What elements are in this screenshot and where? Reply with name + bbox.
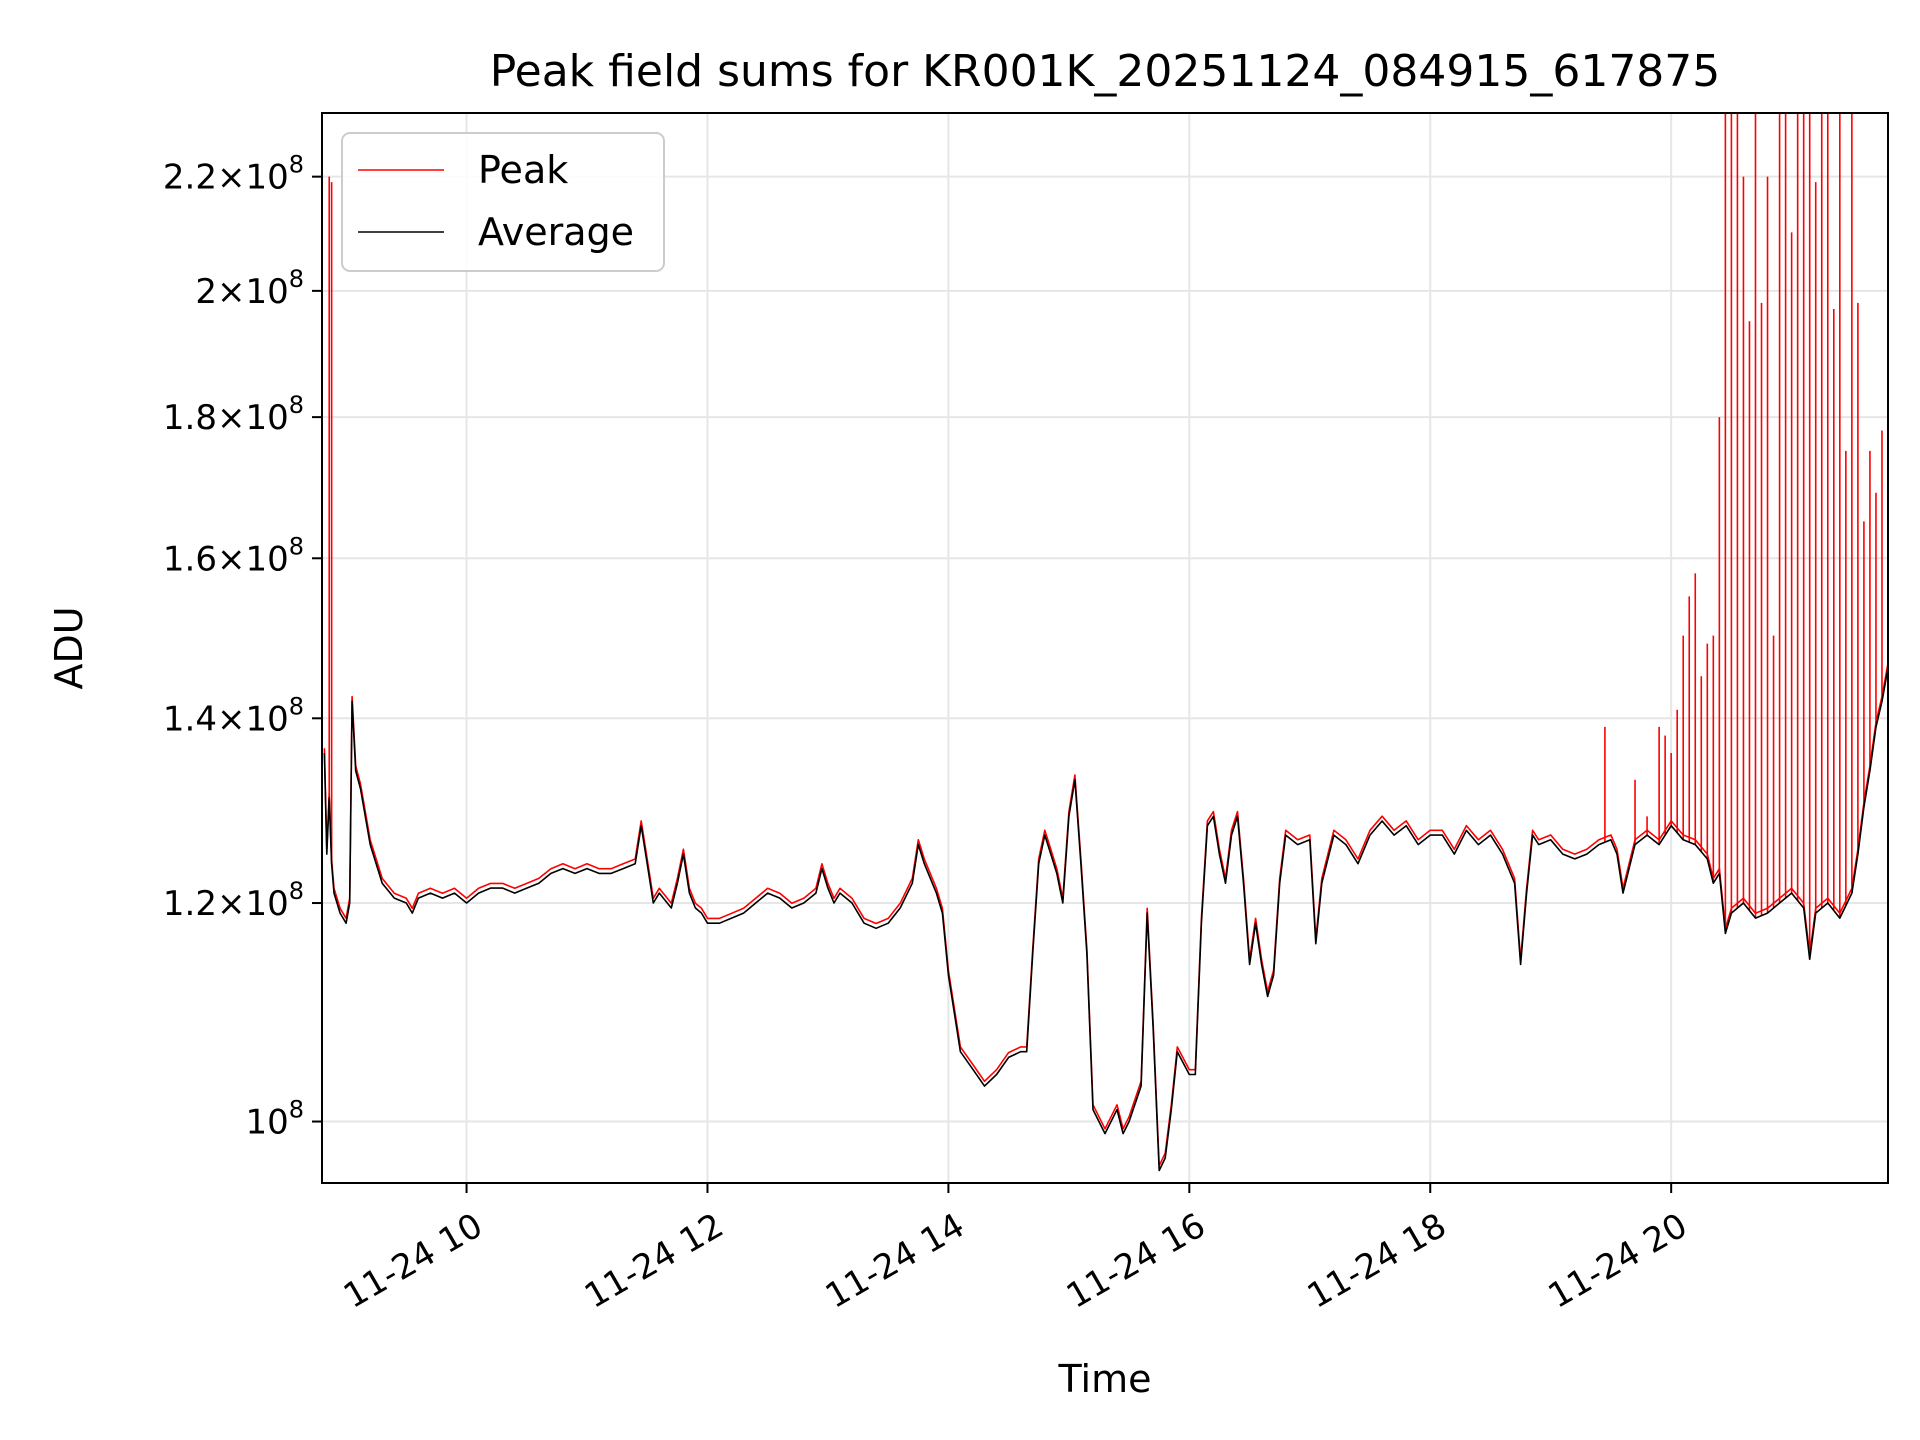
y-tick-mantissa: 1.8×10: [163, 398, 289, 438]
y-tick-exponent: 8: [289, 1096, 304, 1124]
y-tick-mantissa: 10: [245, 1103, 288, 1143]
y-tick-exponent: 8: [289, 391, 304, 419]
y-tick-mantissa: 2×10: [195, 272, 288, 312]
y-tick-label: 1.6×108: [163, 532, 304, 579]
y-tick-label: 1.2×108: [163, 877, 304, 924]
legend: Peak Average: [341, 132, 665, 272]
y-tick-label: 1.4×108: [163, 692, 304, 739]
y-tick-mantissa: 1.2×10: [163, 884, 289, 924]
y-tick-exponent: 8: [289, 877, 304, 905]
legend-box: [341, 132, 665, 272]
chart-title: Peak field sums for KR001K_20251124_0849…: [490, 46, 1721, 97]
plot-series: [323, 113, 1889, 1172]
y-tick-mantissa: 1.6×10: [163, 539, 289, 579]
y-axis-label: ADU: [47, 606, 91, 689]
y-tick-label: 2×108: [195, 265, 304, 312]
y-tick-mantissa: 2.2×10: [163, 158, 289, 198]
y-tick-label: 1.8×108: [163, 391, 304, 438]
y-tick-exponent: 8: [289, 692, 304, 720]
grid: [322, 113, 1888, 1183]
peak-series-line: [323, 663, 1889, 1167]
y-tick-exponent: 8: [289, 265, 304, 293]
plot-frame: [321, 112, 1889, 1184]
x-axis-label: Time: [1058, 1357, 1152, 1401]
y-tick-exponent: 8: [289, 532, 304, 560]
y-tick-mantissa: 1.4×10: [163, 699, 289, 739]
y-tick-label: 2.2×108: [163, 151, 304, 198]
y-tick-exponent: 8: [289, 151, 304, 179]
average-series-line: [323, 667, 1889, 1172]
legend-average-label: Average: [478, 210, 634, 254]
y-tick-label: 108: [245, 1096, 304, 1143]
legend-peak-label: Peak: [478, 148, 568, 192]
